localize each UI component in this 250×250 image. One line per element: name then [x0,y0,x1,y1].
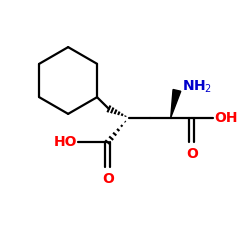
Text: O: O [102,172,114,186]
Text: OH: OH [214,110,238,124]
Text: O: O [186,147,198,161]
Text: HO: HO [53,135,77,149]
Polygon shape [171,90,181,118]
Text: NH$_2$: NH$_2$ [182,78,212,95]
